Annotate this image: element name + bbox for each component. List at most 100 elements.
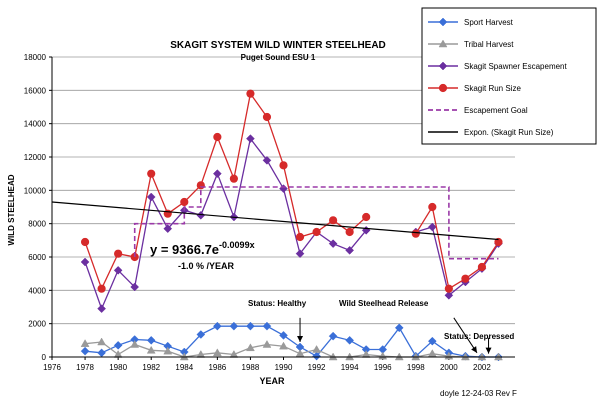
x-tick-label: 1978 — [76, 363, 94, 372]
status-healthy-label: Status: Healthy — [248, 299, 307, 308]
data-point — [80, 346, 90, 356]
data-point — [97, 304, 106, 314]
data-point — [196, 181, 205, 190]
x-tick-label: 2000 — [440, 363, 458, 372]
x-tick-label: 1976 — [43, 363, 61, 372]
data-point — [444, 284, 453, 293]
arrow-head — [485, 347, 492, 354]
data-point — [113, 340, 123, 350]
y-axis-ticks: 0 2000 4000 6000 8000 10000 12000 14000 16000 180… — [24, 53, 52, 362]
y-tick-label: 18000 — [24, 53, 47, 62]
arrow-head — [297, 336, 304, 342]
y-tick-label: 6000 — [28, 253, 46, 262]
data-point — [246, 134, 255, 144]
data-point — [411, 229, 420, 238]
data-point — [312, 227, 321, 237]
legend-label: Expon. (Skagit Run Size) — [464, 128, 554, 137]
data-point — [329, 216, 338, 225]
data-point — [212, 348, 222, 357]
legend-marker — [438, 39, 448, 48]
data-point — [130, 339, 140, 348]
data-point — [461, 274, 470, 283]
chart-title: SKAGIT SYSTEM WILD WINTER STEELHEAD — [170, 40, 386, 51]
trend-equation-exponent: -0.0099x — [219, 240, 255, 250]
y-tick-label: 2000 — [28, 320, 46, 329]
data-point — [427, 336, 437, 346]
data-point — [80, 257, 90, 267]
x-tick-label: 2002 — [473, 363, 491, 372]
legend-box — [421, 7, 597, 145]
data-point — [147, 169, 156, 178]
y-tick-label: 12000 — [24, 153, 47, 162]
y-tick-label: 10000 — [24, 186, 47, 195]
legend: Sport Harvest Tribal Harvest Skagit Spawne… — [421, 7, 597, 145]
legend-label: Tribal Harvest — [464, 40, 514, 49]
data-point — [428, 202, 437, 212]
legend-item-skagit-run-size: Skagit Run Size — [428, 83, 521, 93]
x-tick-label: 1992 — [308, 363, 326, 372]
legend-marker — [438, 17, 448, 27]
x-axis-label: YEAR — [259, 376, 285, 386]
data-point — [345, 335, 354, 345]
legend-item-sport-harvest: Sport Harvest — [428, 17, 514, 27]
data-point — [312, 351, 321, 361]
data-point — [163, 346, 173, 355]
legend-label: Skagit Run Size — [464, 84, 521, 93]
data-point — [295, 249, 305, 259]
status-depressed-label: Status: Depressed — [444, 332, 514, 341]
legend-label: Skagit Spawner Escapement — [464, 62, 568, 71]
legend-label: Sport Harvest — [464, 18, 514, 27]
data-point — [146, 335, 156, 345]
data-point — [279, 184, 288, 194]
series-skagit-run-size — [80, 89, 503, 293]
data-point — [361, 349, 371, 358]
data-point — [146, 345, 156, 354]
data-point — [180, 197, 189, 207]
series-line — [51, 201, 499, 241]
legend-label: Escapement Goal — [464, 106, 528, 115]
x-tick-label: 1988 — [242, 363, 260, 372]
y-tick-label: 8000 — [28, 220, 46, 229]
data-point — [262, 112, 272, 122]
data-point — [279, 341, 288, 350]
wild-steelhead-release-label: Wild Steelhead Release — [339, 299, 429, 308]
arrow-line — [453, 317, 478, 354]
data-point — [477, 262, 487, 272]
y-tick-label: 16000 — [24, 86, 47, 95]
data-point — [229, 174, 238, 183]
data-point — [494, 237, 503, 247]
data-point — [427, 349, 437, 357]
x-tick-label: 1980 — [109, 363, 127, 372]
x-tick-label: 1982 — [142, 363, 160, 372]
series-line — [415, 205, 500, 290]
annotation-arrows — [297, 317, 492, 354]
y-tick-label: 4000 — [28, 286, 46, 295]
series-line — [84, 92, 367, 291]
data-point — [97, 337, 107, 346]
data-point — [444, 290, 454, 300]
legend-item-skagit-spawner-escapement: Skagit Spawner Escapement — [428, 61, 568, 71]
data-point — [328, 239, 338, 249]
data-point — [196, 330, 206, 339]
series-expon-skagit-run-size — [51, 201, 499, 241]
x-tick-label: 1984 — [175, 363, 193, 372]
x-tick-label: 1998 — [407, 363, 425, 372]
signature-note: doyle 12-24-03 Rev F — [440, 389, 517, 398]
data-point — [262, 321, 272, 331]
data-point — [394, 323, 404, 333]
x-tick-label: 1986 — [208, 363, 226, 372]
series-line — [85, 325, 499, 358]
data-point — [113, 349, 123, 358]
data-point — [362, 212, 371, 222]
data-point — [114, 249, 123, 258]
data-point — [345, 227, 354, 237]
data-point — [427, 222, 437, 232]
data-point — [295, 232, 305, 242]
chart-subtitle: Puget Sound ESU 1 — [241, 53, 316, 62]
arrow-head — [471, 346, 477, 353]
x-tick-label: 1996 — [374, 363, 392, 372]
data-point — [97, 284, 106, 293]
data-point — [246, 89, 255, 98]
data-point — [229, 321, 239, 331]
data-point — [80, 237, 90, 247]
